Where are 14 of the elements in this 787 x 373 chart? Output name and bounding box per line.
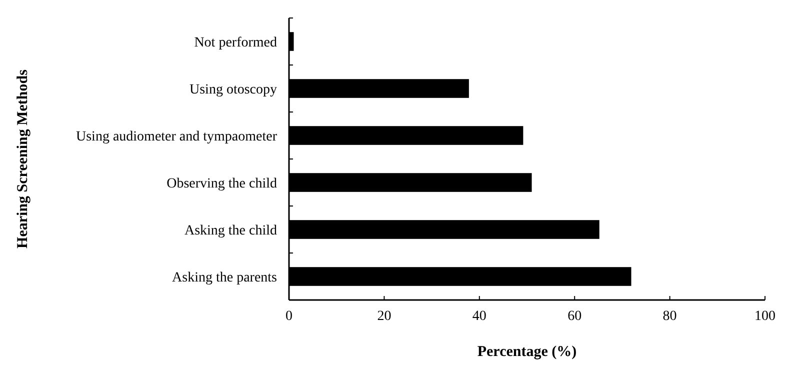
y-tick-label: Not performed xyxy=(194,35,277,50)
y-tick-label: Asking the child xyxy=(184,223,277,238)
x-tick-label: 100 xyxy=(754,308,776,324)
y-axis-title: Hearing Screening Methods xyxy=(15,69,31,248)
x-axis-title: Percentage (%) xyxy=(477,344,577,360)
y-tick-label: Observing the child xyxy=(166,176,277,192)
y-tick-label: Asking the parents xyxy=(172,270,277,286)
y-tick-label: Using otoscopy xyxy=(190,82,277,98)
y-tick-label: Using audiometer and tympaometer xyxy=(76,129,278,144)
x-tick-label: 40 xyxy=(472,308,486,324)
x-tick-label: 60 xyxy=(568,308,582,324)
x-tick-label: 0 xyxy=(286,308,292,324)
x-tick-label: 80 xyxy=(662,308,677,324)
x-tick-label: 20 xyxy=(377,308,392,324)
